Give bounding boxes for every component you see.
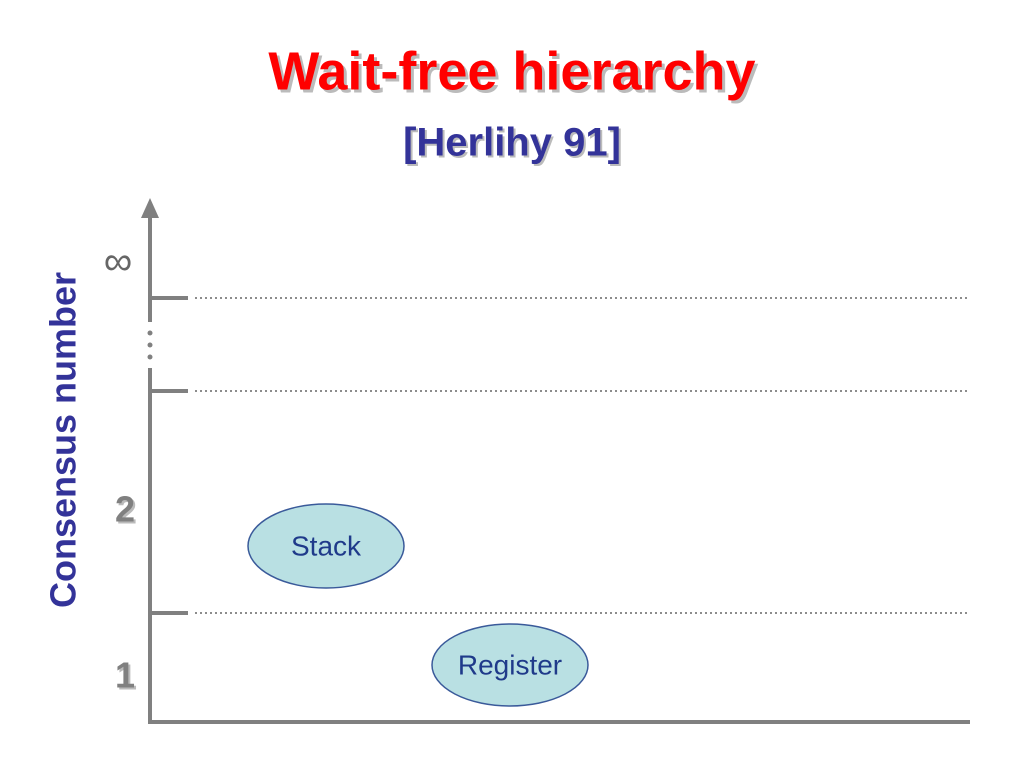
level-2: 2 bbox=[115, 489, 135, 530]
node-register: Register bbox=[458, 649, 562, 680]
node-shape bbox=[247, 503, 405, 589]
node-stack: Stack bbox=[291, 530, 362, 561]
title-shadow: Wait-free hierarchy bbox=[271, 44, 758, 104]
title: Wait-free hierarchy bbox=[268, 41, 755, 101]
subtitle: [Herlihy 91] bbox=[403, 121, 621, 165]
level-lines bbox=[195, 297, 970, 614]
axis-label: Consensus number bbox=[43, 272, 84, 608]
level-shadow: 1 bbox=[117, 657, 137, 698]
level-shadow: 2 bbox=[117, 491, 137, 532]
ellipsis-dots bbox=[147, 330, 153, 360]
axes bbox=[148, 215, 970, 724]
level-infinity: ∞ bbox=[104, 240, 133, 284]
subtitle-shadow: [Herlihy 91] bbox=[405, 123, 623, 167]
node-shape bbox=[431, 623, 589, 707]
axis-arrow bbox=[141, 198, 159, 218]
level-1: 1 bbox=[115, 655, 135, 696]
